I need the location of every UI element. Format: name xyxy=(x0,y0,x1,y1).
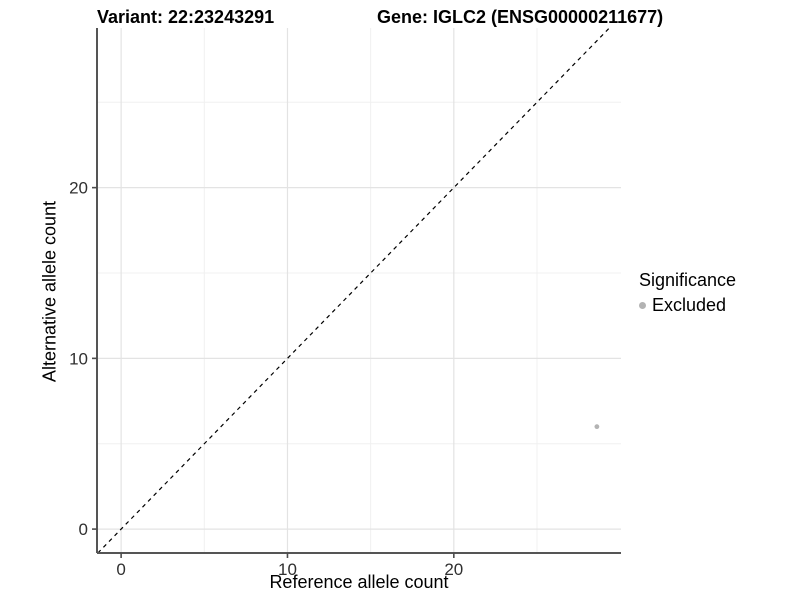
legend-item-label: Excluded xyxy=(652,295,727,315)
x-tick-label: 0 xyxy=(116,560,125,579)
legend-item-excluded: Excluded xyxy=(639,295,736,316)
y-tick-label: 0 xyxy=(79,520,88,539)
plot-title-gene: Gene: IGLC2 (ENSG00000211677) xyxy=(377,7,664,27)
y-axis-title: Alternative allele count xyxy=(39,200,60,383)
legend-title: Significance xyxy=(639,270,737,290)
y-tick-label: 20 xyxy=(69,179,88,198)
y-tick-label: 10 xyxy=(69,349,88,368)
x-tick-label: 20 xyxy=(444,560,463,579)
data-point xyxy=(594,424,600,430)
x-axis-title: Reference allele count xyxy=(269,572,449,592)
identity-line xyxy=(97,27,610,554)
plot-title-variant: Variant: 22:23243291 xyxy=(97,7,275,27)
x-tick-label: 10 xyxy=(278,560,297,579)
legend-point-swatch xyxy=(639,302,646,309)
legend: Significance Excluded xyxy=(639,270,736,316)
